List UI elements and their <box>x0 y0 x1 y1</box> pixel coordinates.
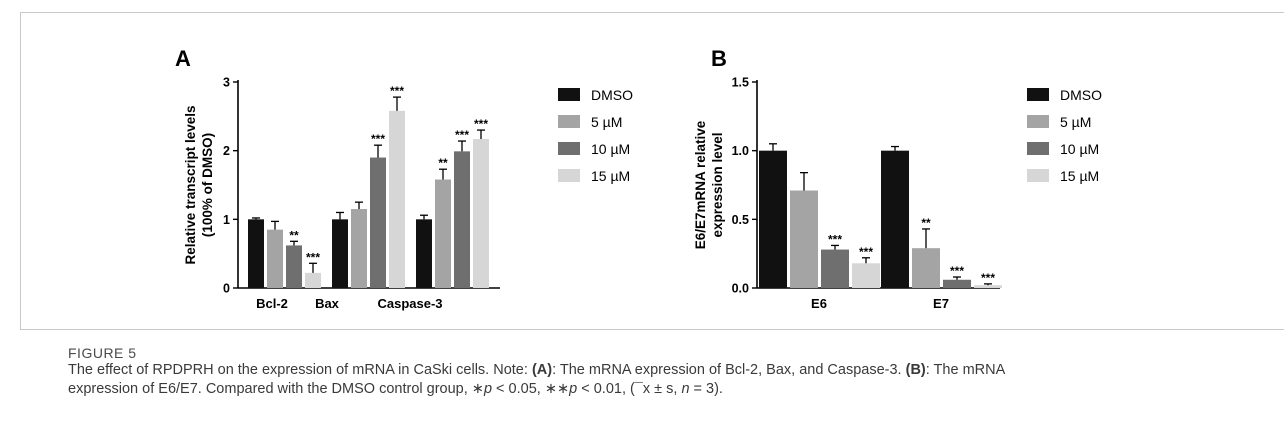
legend-swatch <box>1027 115 1049 128</box>
legend-swatch <box>1027 169 1049 182</box>
significance-mark: *** <box>306 250 320 264</box>
chart-panel-b: B E6/E7mRNA relative expression level 0.0 0.… <box>693 46 1102 311</box>
caption-mean-symbol: ¯x <box>634 381 651 397</box>
significance-mark: *** <box>390 84 404 98</box>
y-tick-label: 0.0 <box>732 282 749 296</box>
caption-text-7: ± s, <box>650 381 682 397</box>
y-tick-label: 0.5 <box>732 213 749 227</box>
y-tick-label: 1 <box>223 213 230 227</box>
legend-swatch <box>1027 88 1049 101</box>
x-tick-label: E6 <box>811 296 827 311</box>
bar <box>759 150 787 288</box>
significance-mark: *** <box>474 117 488 131</box>
significance-mark: ** <box>438 156 448 170</box>
legend-label: DMSO <box>591 87 633 103</box>
legend-label: 10 µM <box>591 141 630 157</box>
bar <box>389 110 405 288</box>
caption-p-symbol: p <box>483 381 493 397</box>
legend-swatch <box>1027 142 1049 155</box>
significance-mark: ** <box>921 216 931 230</box>
legend-label: 15 µM <box>1060 168 1099 184</box>
y-axis-label: expression level <box>710 132 725 237</box>
frame-top-border <box>20 12 1284 13</box>
caption-text-3: : The mRNA <box>925 362 1006 378</box>
panel-letter: A <box>175 46 191 71</box>
bar <box>332 219 348 288</box>
significance-mark: ** <box>289 228 299 242</box>
bar <box>351 209 367 288</box>
bar <box>912 248 940 288</box>
bar <box>821 249 849 288</box>
bar <box>881 150 909 288</box>
y-axis-label: (100% of DMSO) <box>200 133 215 237</box>
legend-label: 15 µM <box>591 168 630 184</box>
frame-bottom-border <box>20 329 1284 330</box>
legend-label: 10 µM <box>1060 141 1099 157</box>
legend-label: DMSO <box>1060 87 1102 103</box>
significance-mark: *** <box>455 128 469 142</box>
y-tick-label: 3 <box>223 76 230 90</box>
figure-label: FIGURE 5 <box>68 345 137 361</box>
significance-mark: *** <box>981 271 995 285</box>
caption-p-symbol: p <box>569 381 578 397</box>
bar <box>974 285 1002 288</box>
caption-ref-a: (A) <box>531 362 553 378</box>
bar <box>790 190 818 288</box>
y-tick-label: 1.5 <box>732 76 749 90</box>
significance-mark: *** <box>828 232 842 246</box>
y-axis-label: E6/E7mRNA relative <box>693 120 708 249</box>
bar <box>473 138 489 288</box>
caption-text-4: expression of E6/E7. Compared with the D… <box>68 381 484 397</box>
bar <box>943 279 971 288</box>
significance-mark: *** <box>371 132 385 146</box>
legend-swatch <box>558 142 580 155</box>
caption-text-6: < 0.01, ( <box>577 381 635 397</box>
legend-label: 5 µM <box>591 114 622 130</box>
panel-letter: B <box>711 46 727 71</box>
bar <box>305 272 321 288</box>
bar <box>435 179 451 288</box>
y-tick-label: 0 <box>223 282 230 296</box>
y-tick-label: 2 <box>223 144 230 158</box>
chart-panel-a: A Relative transcript levels (100% of DMSO… <box>175 46 633 311</box>
legend-swatch <box>558 169 580 182</box>
bar <box>286 245 302 288</box>
x-tick-label: Bax <box>315 296 340 311</box>
bar <box>852 263 880 288</box>
figure-charts: A Relative transcript levels (100% of DMSO… <box>175 46 1102 311</box>
significance-mark: *** <box>950 264 964 278</box>
bar <box>370 157 386 288</box>
bar <box>267 229 283 288</box>
caption-text-5: < 0.05, ∗∗ <box>492 381 570 397</box>
significance-mark: *** <box>859 245 873 259</box>
x-tick-label: Bcl-2 <box>256 296 288 311</box>
caption-text-8: = 3). <box>689 381 723 397</box>
caption-ref-b: (B) <box>905 362 926 378</box>
caption-text-2: : The mRNA expression of Bcl-2, Bax, and… <box>552 362 906 378</box>
bar <box>454 151 470 288</box>
figure-caption: The effect of RPDPRH on the expression o… <box>68 361 1268 399</box>
y-tick-label: 1.0 <box>732 144 749 158</box>
caption-text-1: The effect of RPDPRH on the expression o… <box>68 362 532 378</box>
y-axis-label: Relative transcript levels <box>183 105 198 264</box>
legend-swatch <box>558 115 580 128</box>
bar <box>416 219 432 288</box>
bar <box>248 219 264 288</box>
x-tick-label: E7 <box>933 296 949 311</box>
x-tick-label: Caspase-3 <box>377 296 442 311</box>
frame-left-border <box>20 12 21 330</box>
caption-n-symbol: n <box>681 381 690 397</box>
legend-swatch <box>558 88 580 101</box>
legend-label: 5 µM <box>1060 114 1091 130</box>
